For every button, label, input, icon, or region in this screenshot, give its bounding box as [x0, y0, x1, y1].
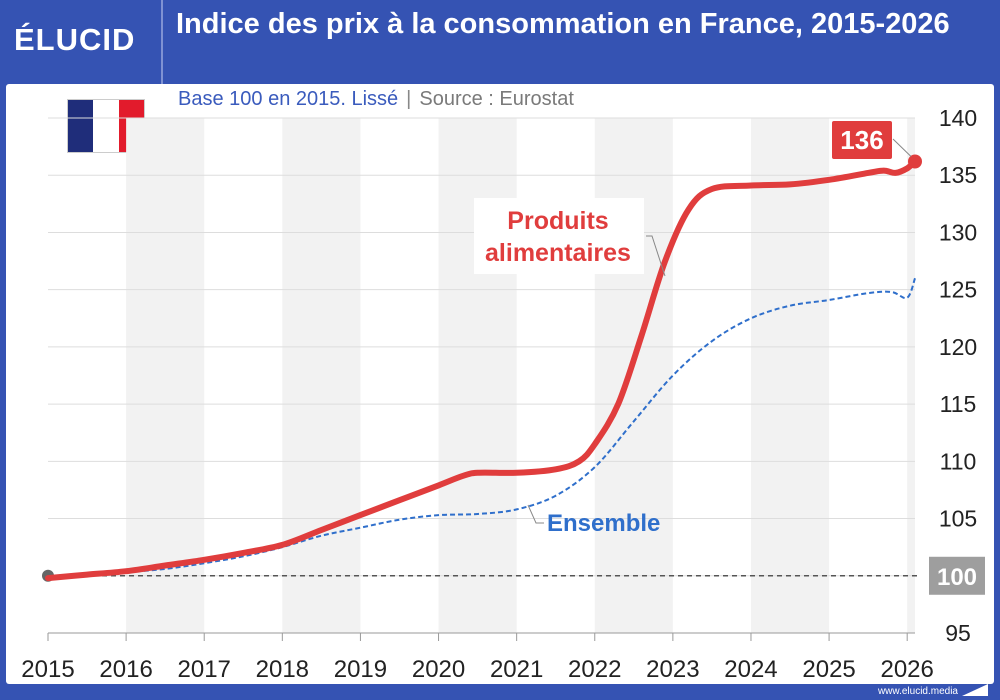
reference-label-box: [929, 556, 985, 595]
source-text: Source : Eurostat: [419, 88, 574, 110]
year-band: [126, 118, 205, 633]
y-tick-label: 110: [940, 448, 977, 474]
y-tick-label: 120: [939, 334, 977, 360]
x-tick-label: 2021: [490, 656, 543, 683]
series-end-dot: [908, 154, 922, 169]
x-tick-label: 2024: [724, 656, 777, 683]
x-tick-label: 2018: [256, 656, 309, 683]
x-tick-label: 2026: [880, 656, 933, 683]
subtitle: Base 100 en 2015. Lissé: [178, 88, 399, 110]
x-tick-label: 2019: [334, 656, 387, 683]
series-line-ensemble: [47, 277, 916, 578]
subtitle-row: Base 100 en 2015. Lissé | Source : Eurosta…: [178, 88, 574, 111]
y-tick-label: 95: [945, 620, 971, 646]
x-tick-label: 2022: [568, 656, 621, 683]
chart-title: Indice des prix à la consommation en Fra…: [176, 8, 950, 40]
y-tick-label: 115: [940, 391, 977, 417]
y-tick-label: 140: [939, 105, 977, 131]
y-tick-label: 130: [939, 219, 977, 245]
x-tick-label: 2015: [21, 656, 74, 683]
x-tick-label: 2020: [412, 656, 465, 683]
footer-url[interactable]: www.elucid.media: [877, 686, 958, 697]
series-line-produits-alimentaires: [45, 158, 918, 582]
series-label-produits-alimentaires: alimentaires: [485, 239, 631, 267]
y-tick-label: 135: [939, 162, 977, 188]
series-label-ensemble: Ensemble: [547, 510, 660, 537]
reference-label: 100: [937, 564, 977, 591]
year-band: [750, 118, 830, 633]
series-label-leader: [527, 504, 544, 524]
header: ÉLUCID Indice des prix à la consommation…: [0, 0, 1000, 84]
end-label-box: [832, 121, 892, 159]
y-tick-label: 125: [939, 277, 977, 303]
end-label-leader: [892, 138, 912, 157]
logo-divider: [161, 0, 163, 84]
brand-logo[interactable]: ÉLUCID: [14, 22, 136, 57]
series-label-bg: [474, 198, 644, 274]
x-tick-label: 2016: [99, 656, 152, 683]
y-tick-label: 105: [939, 506, 977, 532]
brand-mark-icon: [962, 684, 988, 696]
x-tick-label: 2017: [178, 656, 231, 683]
year-band: [282, 118, 361, 633]
end-label: 136: [840, 125, 883, 155]
year-band: [438, 118, 517, 633]
x-tick-label: 2025: [802, 656, 855, 683]
series-label-leader: [646, 235, 666, 277]
series-label-produits-alimentaires: Produits: [507, 207, 608, 235]
subtitle-separator: |: [406, 88, 412, 110]
year-band: [907, 118, 915, 633]
x-tick-label: 2023: [646, 656, 699, 683]
year-band: [594, 118, 673, 633]
